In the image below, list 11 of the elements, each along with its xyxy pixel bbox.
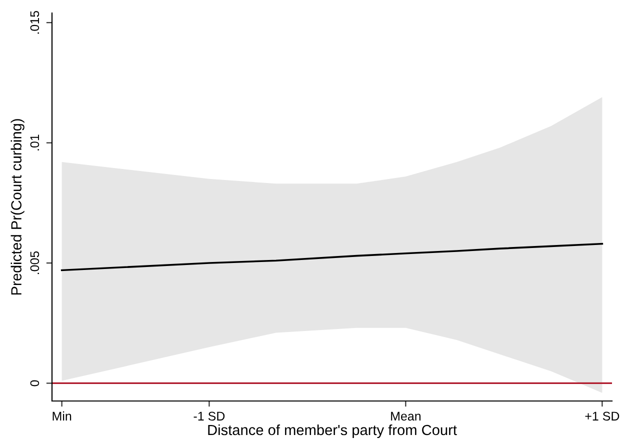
y-tick-label: .01	[30, 134, 40, 150]
y-tick-label: 0	[30, 380, 40, 386]
x-tick-label: -1 SD	[194, 412, 225, 421]
line-series	[60, 242, 604, 272]
x-tick-label: Mean	[391, 412, 421, 421]
x-axis-title: Distance of member's party from Court	[208, 424, 457, 438]
y-axis-title: Predicted Pr(Court curbing)	[10, 119, 24, 295]
x-tick-label: Min	[52, 411, 72, 420]
x-tick-label: +1 SD	[585, 412, 620, 421]
y-tick-label: .015	[30, 10, 40, 34]
y-tick-label: .005	[30, 251, 40, 274]
